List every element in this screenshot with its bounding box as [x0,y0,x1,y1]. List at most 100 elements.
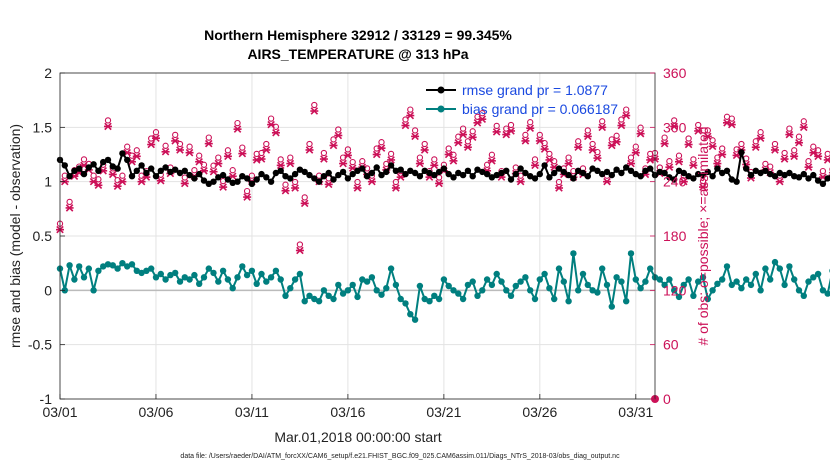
bias-point [239,263,246,270]
rmse-point [762,167,769,174]
obs-possible-marker [488,151,496,158]
rmse-point [421,167,428,174]
obs-assimilated-marker [295,246,304,255]
rmse-point [795,174,803,181]
obs-possible-marker [728,115,735,122]
obs-assimilated-marker [679,177,688,186]
obs-assimilated-marker [300,199,309,208]
rmse-point [709,173,716,180]
bias-point [219,267,227,274]
rmse-point [253,176,260,183]
bias-point [205,265,212,272]
rmse-point [239,173,246,180]
rmse-point [488,174,496,181]
y-tick-label-left: 2 [44,65,52,81]
rmse-point [311,175,318,182]
rmse-point [623,164,630,171]
bias-point [738,285,745,292]
chart-title: Northern Hemisphere 32912 / 33129 = 99.3… [204,27,512,43]
obs-assimilated-marker [353,184,362,192]
obs-possible-marker [805,158,812,165]
obs-possible-marker [536,131,543,139]
rmse-point [172,166,179,173]
obs-assimilated-marker [612,138,621,146]
bias-point [728,281,735,289]
rmse-point [224,176,232,183]
bias-point [584,281,591,289]
bias-point [426,298,433,305]
obs-assimilated-marker [665,163,674,171]
rmse-point [80,170,88,178]
rmse-point [469,173,476,180]
bias-point [522,274,529,281]
bias-point [440,276,448,283]
rmse-point [752,167,759,174]
rmse-point [714,165,721,172]
rmse-point [143,169,150,177]
obs-assimilated-marker [799,123,808,132]
rmse-point [728,176,735,183]
bias-point [339,290,347,297]
rmse-point [66,173,73,180]
obs-possible-marker [301,194,308,201]
rmse-point [440,165,448,172]
bias-point [531,295,539,303]
bias-point [263,278,270,285]
rmse-point [618,169,625,177]
obs-possible-marker [119,172,126,179]
y-tick-label-right: 60 [663,337,679,353]
rmse-point [747,171,755,179]
obs-assimilated-marker [219,183,228,191]
rmse-point [474,166,481,173]
rmse-point [738,149,745,156]
rmse-point [459,171,467,179]
obs-assimilated-marker [502,130,511,139]
rmse-point [776,169,783,177]
bias-point [431,292,438,299]
bias-point [527,287,534,294]
legend-bias-label: bias grand pr = 0.066187 [462,101,618,117]
rmse-point [699,171,707,179]
bias-point [810,274,817,281]
bias-point [354,293,361,301]
rmse-point [109,163,117,170]
obs-assimilated-marker [770,146,779,154]
bias-point [416,282,424,290]
obs-assimilated-marker [238,149,247,158]
obs-possible-marker [239,144,246,151]
rmse-point [647,165,654,172]
rmse-point [229,179,236,186]
obs-assimilated-marker [780,155,789,163]
rmse-point [608,171,615,179]
y-tick-label-right: 120 [663,282,687,298]
rmse-point [632,170,639,178]
rmse-point [546,174,553,181]
rmse-point [824,175,830,182]
obs-possible-marker [133,147,140,154]
obs-assimilated-marker [324,180,333,189]
bias-point [565,298,572,305]
rmse-point [723,167,731,174]
bias-point [109,262,117,269]
bias-point [114,265,121,272]
rmse-point [335,171,342,179]
bias-point [148,265,155,272]
bias-point [162,276,169,283]
obs-assimilated-marker [531,161,540,170]
rmse-point [411,169,419,177]
obs-assimilated-marker [516,177,525,186]
bias-point [181,274,188,281]
bias-point [349,281,356,289]
rmse-point [210,178,217,185]
obs-possible-marker [795,133,803,140]
rmse-point [507,176,515,183]
bias-point [762,265,769,272]
obs-possible-marker [791,147,798,154]
bias-point [330,295,337,303]
rmse-point [186,171,193,179]
obs-possible-marker [810,143,817,150]
obs-possible-marker [172,131,179,139]
bias-point [570,250,577,257]
bias-point [311,295,318,303]
bias-point [642,278,649,285]
